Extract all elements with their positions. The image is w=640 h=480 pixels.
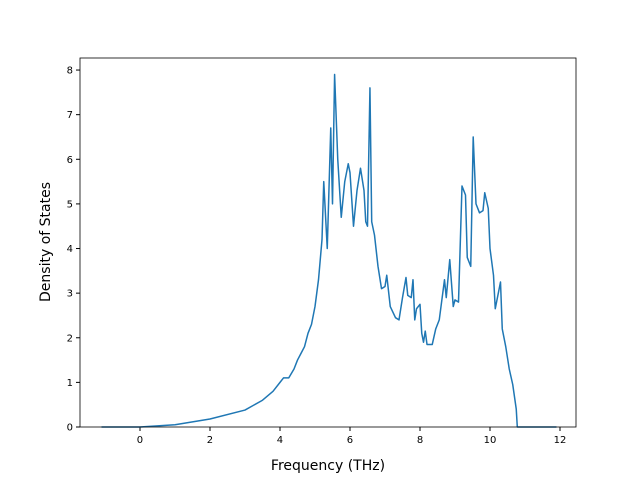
y-tick-label: 3 — [67, 289, 73, 300]
y-tick-label: 1 — [67, 378, 73, 389]
x-axis-label: Frequency (THz) — [271, 458, 385, 474]
x-tick-label: 10 — [484, 435, 497, 446]
y-tick-label: 8 — [67, 66, 73, 77]
x-tick-label: 8 — [417, 435, 423, 446]
y-axis-label: Density of States — [38, 182, 54, 302]
y-tick-label: 6 — [67, 155, 73, 166]
x-tick-label: 2 — [207, 435, 213, 446]
y-tick-label: 7 — [67, 110, 73, 121]
x-tick-label: 4 — [277, 435, 283, 446]
y-tick-label: 5 — [67, 199, 73, 210]
x-tick-label: 6 — [347, 435, 353, 446]
y-tick-label: 2 — [67, 333, 73, 344]
line — [101, 73, 557, 428]
axes-frame — [79, 57, 577, 428]
y-tick-label: 0 — [67, 423, 73, 434]
y-tick-label: 4 — [67, 244, 73, 255]
x-tick-label: 12 — [554, 435, 567, 446]
x-tick-label: 0 — [137, 435, 143, 446]
